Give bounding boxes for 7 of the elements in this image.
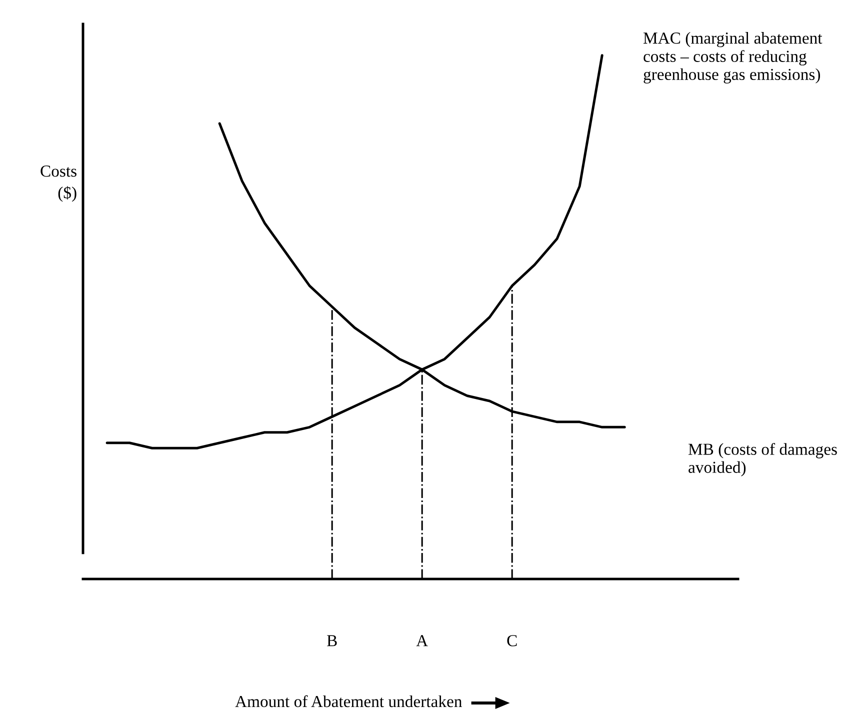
text: MAC (marginal abatement costs – costs of reducing greenhouse gas emissions) bbox=[643, 32, 822, 84]
x-tick-label: B bbox=[327, 635, 337, 646]
y-axis-title: Costs ($) bbox=[40, 166, 76, 202]
x-axis-title: Amount of Abatement undertaken bbox=[235, 695, 462, 708]
x-tick-label: A bbox=[416, 635, 428, 646]
text: MB (costs of damages avoided) bbox=[688, 443, 837, 476]
x-tick-label: C bbox=[507, 635, 517, 646]
